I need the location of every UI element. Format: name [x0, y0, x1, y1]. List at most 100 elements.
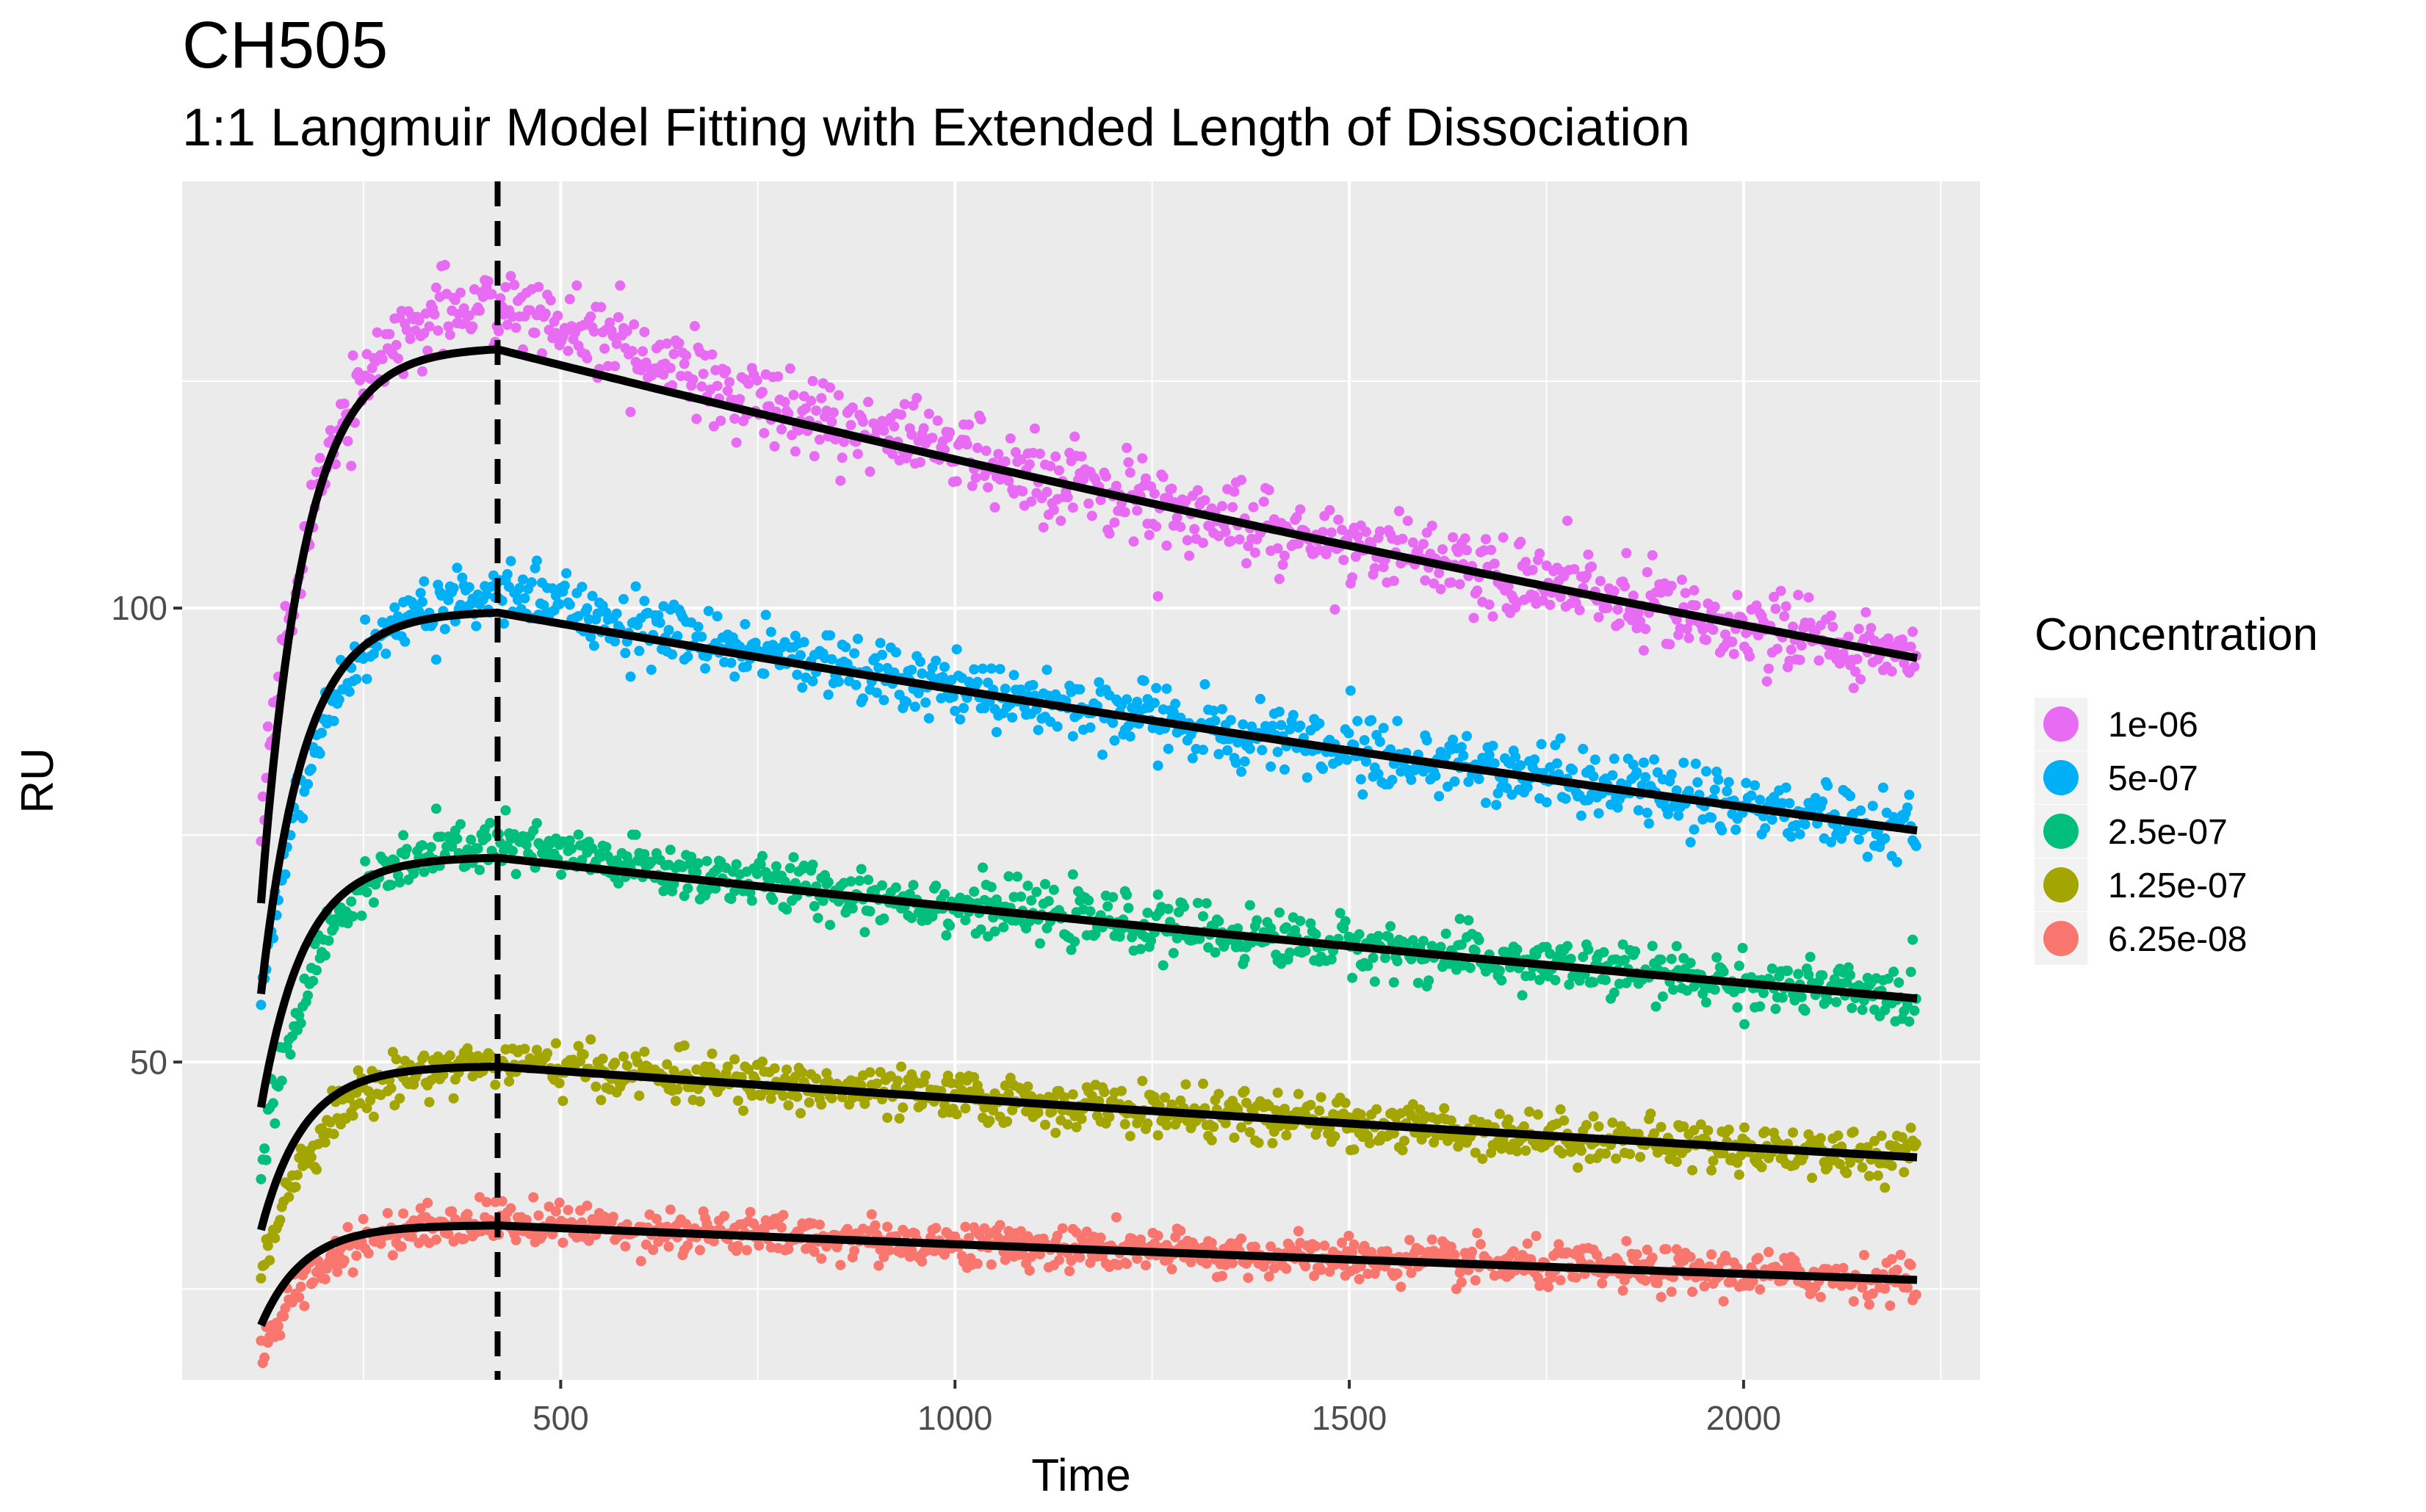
- data-point: [1217, 1270, 1227, 1281]
- data-point: [1005, 433, 1016, 444]
- data-point: [1445, 1241, 1456, 1252]
- data-point: [1494, 1108, 1505, 1119]
- data-point: [1175, 1226, 1186, 1237]
- data-point: [1189, 524, 1200, 535]
- data-point: [1102, 901, 1113, 912]
- data-point: [1067, 731, 1078, 742]
- data-point: [514, 583, 525, 593]
- data-point: [1666, 953, 1677, 964]
- data-point: [1172, 512, 1183, 523]
- data-point: [1146, 936, 1157, 947]
- data-point: [1050, 451, 1061, 462]
- data-point: [1158, 960, 1169, 971]
- data-point: [873, 1260, 884, 1271]
- data-point: [627, 346, 638, 357]
- data-point: [842, 1223, 853, 1234]
- data-point: [1536, 739, 1547, 750]
- data-point: [1891, 1265, 1902, 1276]
- fit-line: [257, 1221, 1918, 1328]
- data-point: [1796, 991, 1807, 1002]
- data-point: [1111, 480, 1122, 491]
- data-point: [358, 1214, 369, 1224]
- data-point: [1132, 696, 1143, 707]
- data-point: [892, 1075, 903, 1086]
- data-point: [1909, 1005, 1920, 1016]
- data-point: [1472, 1228, 1483, 1239]
- data-point: [894, 1113, 905, 1124]
- data-point: [1158, 471, 1169, 482]
- data-point: [328, 1129, 339, 1140]
- data-point: [328, 715, 339, 726]
- data-point: [275, 1215, 286, 1226]
- data-point: [1026, 496, 1037, 507]
- data-point: [826, 416, 837, 427]
- data-point: [1397, 1145, 1408, 1156]
- data-point: [696, 632, 707, 643]
- data-point: [1647, 550, 1658, 561]
- data-point: [1266, 922, 1277, 933]
- data-point: [1666, 580, 1677, 591]
- data-point: [1448, 532, 1459, 543]
- data-point: [1607, 770, 1618, 781]
- data-point: [261, 1154, 272, 1165]
- data-point: [964, 419, 975, 430]
- data-point: [1636, 780, 1647, 791]
- data-point: [577, 582, 588, 593]
- data-point: [554, 1197, 565, 1208]
- data-point: [1885, 1301, 1896, 1311]
- data-point: [333, 694, 344, 705]
- data-point: [681, 350, 692, 361]
- data-point: [1069, 431, 1080, 442]
- data-point: [899, 399, 910, 410]
- data-point: [1822, 780, 1833, 791]
- data-point: [452, 833, 463, 844]
- data-point: [1786, 831, 1797, 842]
- data-point: [1891, 857, 1902, 867]
- data-point: [778, 1209, 789, 1220]
- data-point: [1407, 935, 1418, 946]
- data-point: [681, 1219, 692, 1229]
- data-point: [726, 894, 737, 905]
- data-point: [494, 326, 504, 336]
- data-point: [1834, 1159, 1845, 1170]
- data-point: [1529, 754, 1540, 765]
- data-point: [847, 402, 858, 413]
- data-point: [259, 1352, 270, 1363]
- data-point: [807, 375, 818, 386]
- data-point: [1022, 1081, 1033, 1092]
- data-point: [1083, 895, 1094, 906]
- data-point: [1217, 703, 1227, 715]
- data-point: [693, 621, 704, 632]
- data-point: [554, 1078, 565, 1089]
- data-point: [1783, 966, 1793, 976]
- data-point: [864, 466, 876, 477]
- data-point: [734, 641, 746, 652]
- data-point: [826, 654, 837, 665]
- data-point: [672, 1084, 683, 1095]
- data-point: [779, 397, 790, 408]
- data-point: [328, 922, 339, 933]
- data-point: [811, 1073, 822, 1084]
- data-point: [1279, 1104, 1290, 1114]
- data-point: [1555, 592, 1566, 602]
- data-point: [1314, 718, 1325, 729]
- data-point: [1498, 532, 1509, 543]
- data-point: [1673, 810, 1684, 821]
- data-point: [1866, 623, 1877, 634]
- data-point: [806, 395, 817, 406]
- data-point: [792, 1091, 803, 1102]
- data-point: [871, 1078, 882, 1089]
- data-point: [1239, 953, 1250, 964]
- data-point: [1314, 1105, 1325, 1116]
- data-point: [804, 1097, 815, 1108]
- data-point: [825, 630, 836, 641]
- data-point: [882, 1221, 893, 1232]
- data-point: [1029, 423, 1040, 434]
- data-point: [1853, 623, 1864, 634]
- data-point: [896, 409, 906, 420]
- data-point: [975, 414, 986, 425]
- data-point: [1855, 805, 1866, 816]
- data-point: [1272, 543, 1283, 554]
- data-point: [937, 672, 948, 682]
- data-point: [1227, 1258, 1238, 1268]
